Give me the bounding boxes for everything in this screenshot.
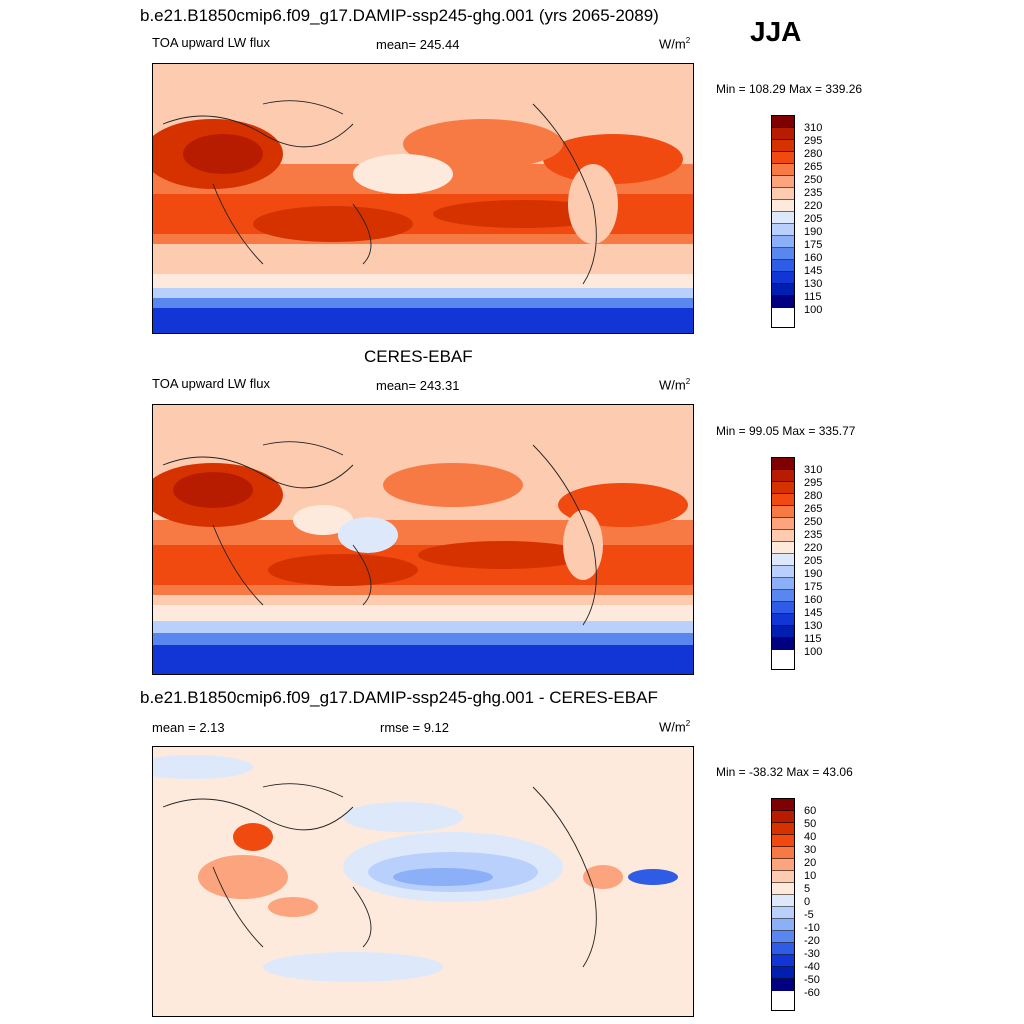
panel-1-variable-label: TOA upward LW flux [152, 35, 271, 50]
panel-1-mean: mean= 245.44 [376, 37, 460, 52]
panel-1-minmax: Min = 108.29 Max = 339.26 [716, 82, 863, 96]
panel-2-mean: mean= 243.31 [376, 378, 460, 393]
tick: 175 [804, 581, 823, 593]
panel-1-units: W/m2 [659, 36, 691, 52]
tick: 130 [804, 278, 823, 290]
tick: 100 [804, 646, 823, 658]
panel-3-difference-field [153, 747, 693, 1016]
tick: 265 [804, 503, 823, 515]
tick: 250 [804, 174, 823, 186]
panel-2-map [152, 404, 694, 675]
tick: 115 [804, 633, 822, 645]
tick: -50 [804, 974, 820, 986]
panel-3-rmse: rmse = 9.12 [380, 720, 450, 735]
panel-3-colorbar-ticks: 60 50 40 30 20 10 5 0 -5 -10 -20 -30 -40… [804, 805, 864, 1000]
panel-2-colorbar-ticks: 310 295 280 265 250 235 220 205 190 175 … [804, 464, 864, 659]
tick: 50 [804, 818, 817, 830]
tick: 100 [804, 304, 823, 316]
panel-2-colorbar [771, 457, 795, 670]
tick: 160 [804, 252, 823, 264]
panel-1-colorbar-ticks: 310 295 280 265 250 235 220 205 190 175 … [804, 122, 864, 317]
tick: 205 [804, 213, 823, 225]
tick: 30 [804, 844, 817, 856]
tick: 0 [804, 896, 811, 908]
tick: 310 [804, 122, 823, 134]
panel-3-map [152, 746, 694, 1017]
tick: 205 [804, 555, 823, 567]
tick: 220 [804, 542, 823, 554]
tick: 130 [804, 620, 823, 632]
tick: 295 [804, 135, 823, 147]
tick: 295 [804, 477, 823, 489]
panel-2-minmax: Min = 99.05 Max = 335.77 [716, 424, 856, 438]
panel-1-map [152, 63, 694, 334]
tick: 160 [804, 594, 823, 606]
panel-2-flux-field [153, 405, 693, 674]
panel-2-title: CERES-EBAF [364, 347, 473, 366]
tick: 265 [804, 161, 823, 173]
tick: -30 [804, 948, 820, 960]
tick: -40 [804, 961, 820, 973]
tick: 20 [804, 857, 817, 869]
tick: 5 [804, 883, 811, 895]
tick: 280 [804, 490, 823, 502]
panel-3-minmax: Min = -38.32 Max = 43.06 [716, 765, 853, 779]
tick: 10 [804, 870, 817, 882]
panel-1-colorbar [771, 115, 795, 328]
panel-3-units: W/m2 [659, 719, 691, 735]
tick: 310 [804, 464, 823, 476]
panel-3-title: b.e21.B1850cmip6.f09_g17.DAMIP-ssp245-gh… [140, 688, 658, 707]
panel-2-variable-label: TOA upward LW flux [152, 376, 271, 391]
tick: 145 [804, 607, 823, 619]
tick: 220 [804, 200, 823, 212]
tick: 190 [804, 226, 823, 238]
tick: 280 [804, 148, 823, 160]
tick: 175 [804, 239, 823, 251]
tick: -10 [804, 922, 820, 934]
season-label: JJA [750, 16, 802, 47]
tick: 145 [804, 265, 823, 277]
tick: 235 [804, 187, 823, 199]
tick: 115 [804, 291, 822, 303]
tick: 190 [804, 568, 823, 580]
panel-1-title: b.e21.B1850cmip6.f09_g17.DAMIP-ssp245-gh… [140, 6, 659, 25]
tick: 250 [804, 516, 823, 528]
tick: 40 [804, 831, 817, 843]
tick: -5 [804, 909, 814, 921]
tick: 60 [804, 805, 817, 817]
panel-3-mean: mean = 2.13 [152, 720, 225, 735]
panel-1-flux-field [153, 64, 693, 333]
panel-3-colorbar [771, 798, 795, 1011]
panel-2-units: W/m2 [659, 377, 691, 393]
tick: -20 [804, 935, 820, 947]
tick: 235 [804, 529, 823, 541]
tick: -60 [804, 987, 820, 999]
